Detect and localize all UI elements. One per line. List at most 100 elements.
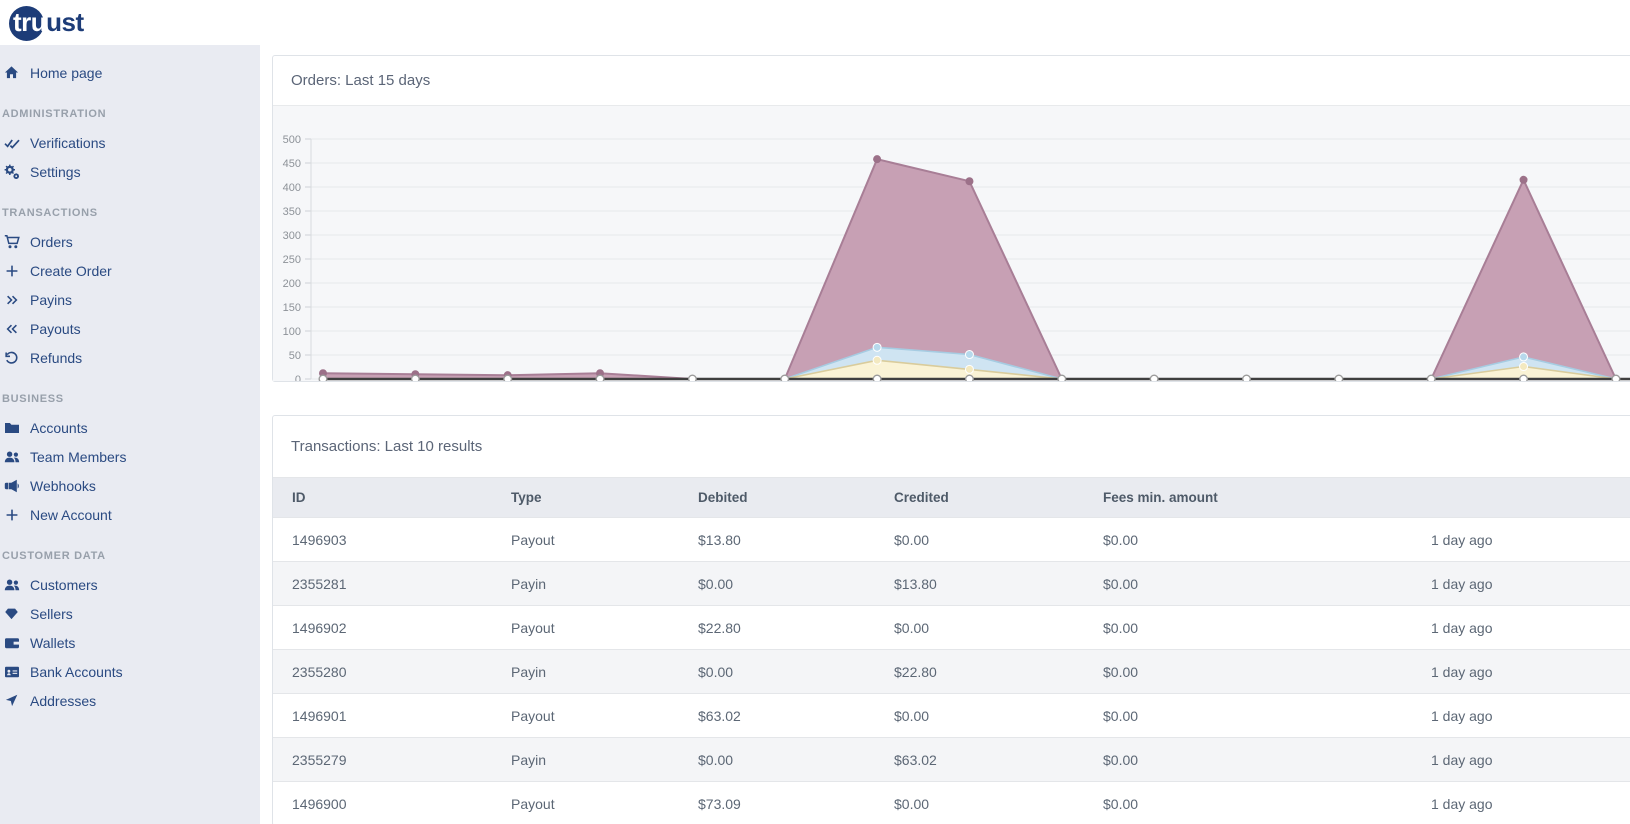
angles-right-icon bbox=[2, 293, 21, 307]
y-axis-label: 350 bbox=[283, 206, 301, 218]
logo-text-tru: tru bbox=[13, 7, 46, 37]
table-row-1496900[interactable]: 1496900Payout$73.09$0.00$0.001 day ago bbox=[273, 781, 1630, 824]
sidebar-item-customers[interactable]: Customers bbox=[2, 570, 260, 599]
wallet-icon bbox=[2, 635, 21, 651]
sidebar-section-header-business: BUSINESS bbox=[2, 384, 260, 413]
sidebar-item-label: Create Order bbox=[30, 263, 112, 279]
chart-point-series-yellow bbox=[1520, 363, 1528, 371]
sidebar-item-addresses[interactable]: Addresses bbox=[2, 686, 260, 715]
sidebar-item-label: Wallets bbox=[30, 635, 75, 651]
chart-point-zero bbox=[504, 375, 512, 381]
cell-debited: $0.00 bbox=[679, 752, 875, 768]
cell-fees-min-amount: $0.00 bbox=[1084, 752, 1412, 768]
cell-fees-min-amount: $0.00 bbox=[1084, 796, 1412, 812]
table-row-1496901[interactable]: 1496901Payout$63.02$0.00$0.001 day ago bbox=[273, 693, 1630, 737]
table-row-2355279[interactable]: 2355279Payin$0.00$63.02$0.001 day ago bbox=[273, 737, 1630, 781]
chart-point-zero bbox=[1520, 375, 1528, 381]
sidebar-item-bank-accounts[interactable]: Bank Accounts bbox=[2, 657, 260, 686]
cogs-icon bbox=[2, 164, 21, 180]
cell-fees-min-amount: $0.00 bbox=[1084, 620, 1412, 636]
gem-icon bbox=[2, 606, 21, 621]
cell-time: 1 day ago bbox=[1412, 620, 1630, 636]
sidebar-item-payins[interactable]: Payins bbox=[2, 285, 260, 314]
table-row-2355281[interactable]: 2355281Payin$0.00$13.80$0.001 day ago bbox=[273, 561, 1630, 605]
cell-type: Payin bbox=[492, 752, 679, 768]
orders-chart-card: Orders: Last 15 days 0501001502002503003… bbox=[272, 55, 1630, 382]
cell-type: Payout bbox=[492, 620, 679, 636]
folder-icon bbox=[2, 420, 21, 436]
table-row-1496903[interactable]: 1496903Payout$13.80$0.00$0.001 day ago bbox=[273, 517, 1630, 561]
column-header-debited: Debited bbox=[679, 490, 875, 505]
sidebar-item-wallets[interactable]: Wallets bbox=[2, 628, 260, 657]
sidebar-item-sellers[interactable]: Sellers bbox=[2, 599, 260, 628]
cell-fees-min-amount: $0.00 bbox=[1084, 576, 1412, 592]
sidebar-item-label: Settings bbox=[30, 164, 81, 180]
cell-fees-min-amount: $0.00 bbox=[1084, 708, 1412, 724]
table-header-row: IDTypeDebitedCreditedFees min. amount bbox=[273, 478, 1630, 517]
column-header-fees-min-amount: Fees min. amount bbox=[1084, 490, 1412, 505]
sidebar-item-team-members[interactable]: Team Members bbox=[2, 442, 260, 471]
cell-id: 2355281 bbox=[273, 576, 492, 592]
cell-credited: $63.02 bbox=[875, 752, 1084, 768]
cell-time: 1 day ago bbox=[1412, 708, 1630, 724]
chart-point-zero bbox=[1058, 375, 1066, 381]
cell-credited: $0.00 bbox=[875, 796, 1084, 812]
sidebar-item-refunds[interactable]: Refunds bbox=[2, 343, 260, 372]
cell-credited: $13.80 bbox=[875, 576, 1084, 592]
y-axis-label: 200 bbox=[283, 278, 301, 290]
sidebar-item-label: Payins bbox=[30, 292, 72, 308]
cell-debited: $73.09 bbox=[679, 796, 875, 812]
chart-area-series-pink bbox=[323, 159, 1616, 379]
sidebar-item-label: Orders bbox=[30, 234, 73, 250]
column-header-id: ID bbox=[273, 490, 492, 505]
chart-point-series-blue bbox=[873, 343, 881, 351]
y-axis-label: 150 bbox=[283, 302, 301, 314]
sidebar-item-webhooks[interactable]: Webhooks bbox=[2, 471, 260, 500]
cell-id: 1496902 bbox=[273, 620, 492, 636]
chart-point-zero bbox=[319, 375, 327, 381]
chart-point-series-pink bbox=[965, 177, 973, 185]
chart-point-zero bbox=[966, 375, 974, 381]
sidebar-item-home-page[interactable]: Home page bbox=[2, 58, 260, 87]
check-double-icon bbox=[2, 135, 21, 151]
logo-text-ust: ust bbox=[46, 7, 84, 37]
sidebar-item-new-account[interactable]: New Account bbox=[2, 500, 260, 529]
sidebar-item-payouts[interactable]: Payouts bbox=[2, 314, 260, 343]
sidebar-item-orders[interactable]: Orders bbox=[2, 227, 260, 256]
chart-point-zero bbox=[1243, 375, 1251, 381]
cell-type: Payin bbox=[492, 576, 679, 592]
sidebar-item-label: Verifications bbox=[30, 135, 105, 151]
undo-icon bbox=[2, 350, 21, 365]
chart-point-zero bbox=[1427, 375, 1435, 381]
cell-time: 1 day ago bbox=[1412, 576, 1630, 592]
transactions-table-card: Transactions: Last 10 results IDTypeDebi… bbox=[272, 415, 1630, 824]
chart-point-zero bbox=[1150, 375, 1158, 381]
orders-chart-panel: 050100150200250300350400450500 bbox=[273, 106, 1630, 381]
sidebar-section-header-administration: ADMINISTRATION bbox=[2, 99, 260, 128]
cell-time: 1 day ago bbox=[1412, 796, 1630, 812]
cart-icon bbox=[2, 234, 21, 250]
cell-debited: $13.80 bbox=[679, 532, 875, 548]
y-axis-label: 450 bbox=[283, 158, 301, 170]
location-arrow-icon bbox=[2, 693, 21, 708]
chart-point-zero bbox=[873, 375, 881, 381]
cell-fees-min-amount: $0.00 bbox=[1084, 532, 1412, 548]
y-axis-label: 50 bbox=[289, 350, 301, 362]
sidebar-item-accounts[interactable]: Accounts bbox=[2, 413, 260, 442]
table-row-2355280[interactable]: 2355280Payin$0.00$22.80$0.001 day ago bbox=[273, 649, 1630, 693]
sidebar-item-settings[interactable]: Settings bbox=[2, 157, 260, 186]
plus-icon bbox=[2, 508, 21, 522]
table-row-1496902[interactable]: 1496902Payout$22.80$0.00$0.001 day ago bbox=[273, 605, 1630, 649]
chart-point-zero bbox=[781, 375, 789, 381]
sidebar-item-label: New Account bbox=[30, 507, 112, 523]
column-header-credited: Credited bbox=[875, 490, 1084, 505]
cell-type: Payin bbox=[492, 664, 679, 680]
sidebar-item-create-order[interactable]: Create Order bbox=[2, 256, 260, 285]
sidebar-item-label: Customers bbox=[30, 577, 98, 593]
truust-logo[interactable]: truust bbox=[8, 4, 84, 42]
cell-id: 1496900 bbox=[273, 796, 492, 812]
sidebar-item-label: Accounts bbox=[30, 420, 88, 436]
sidebar-item-verifications[interactable]: Verifications bbox=[2, 128, 260, 157]
cell-debited: $0.00 bbox=[679, 664, 875, 680]
plus-icon bbox=[2, 264, 21, 278]
